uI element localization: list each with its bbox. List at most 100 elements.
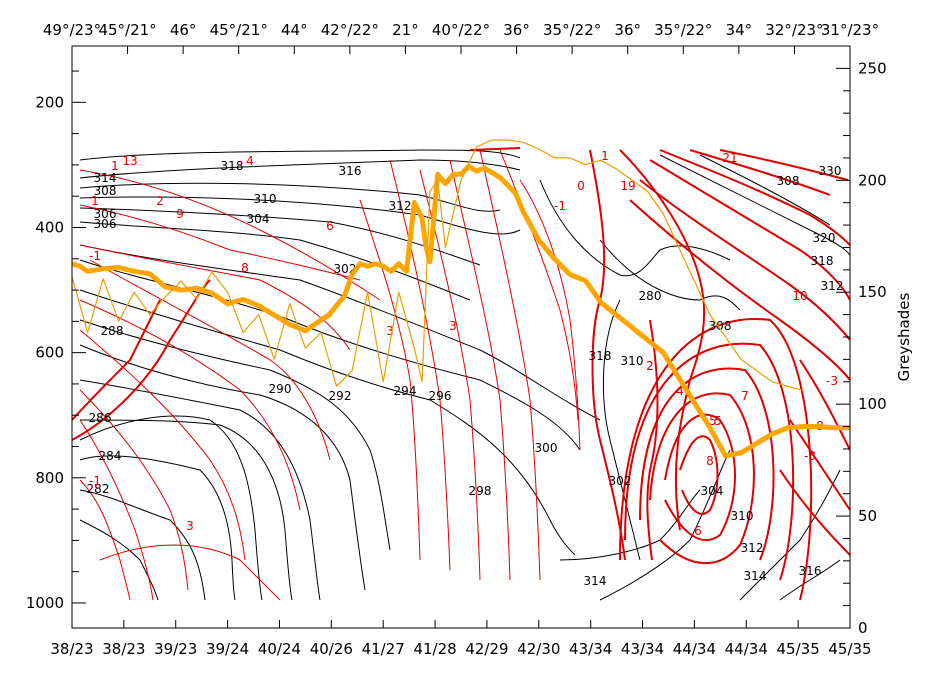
theta-contour-label: 308 [709, 319, 732, 333]
rh-contour-label: 0 [577, 179, 585, 193]
theta-contour-label: 310 [254, 192, 277, 206]
theta-contour-label: 320 [813, 231, 836, 245]
theta-contour-label: 316 [799, 564, 822, 578]
theta-contour-label: 312 [389, 199, 412, 213]
left-axis: 200 400 600 800 1000 [26, 70, 86, 612]
series-layer [72, 139, 850, 459]
bottom-axis-tick-label: 38/23 [50, 640, 93, 658]
right-axis: 0 50 100 150 200 250 [836, 59, 887, 637]
theta-contour-label: 314 [744, 569, 767, 583]
rh-contour-label: 13 [122, 154, 137, 168]
theta-contour-label: 290 [269, 382, 292, 396]
rh-contour-label: 9 [176, 207, 184, 221]
top-axis-tick-label: 46° [170, 21, 197, 39]
theta-contour-label: 310 [731, 509, 754, 523]
top-axis-tick-label: 44° [281, 21, 308, 39]
bottom-axis: 38/23 38/23 39/23 39/24 40/24 40/26 41/27 41/28… [50, 620, 872, 658]
bottom-axis-tick-label: 39/24 [206, 640, 249, 658]
top-axis-tick-label: 34° [726, 21, 753, 39]
rh-contour-label: 1 [111, 159, 119, 173]
theta-contour-label: 294 [394, 384, 417, 398]
top-axis-tick-label: 36° [503, 21, 530, 39]
rh-contour-label: -1 [554, 199, 566, 213]
theta-contour-label: 318 [589, 349, 612, 363]
top-axis-tick-label: 36° [614, 21, 641, 39]
theta-contour-label: 306 [94, 217, 117, 231]
right-axis-title: Greyshades [895, 292, 913, 381]
bottom-axis-tick-label: 41/27 [362, 640, 405, 658]
left-axis-tick-label: 200 [35, 93, 64, 111]
bottom-axis-tick-label: 40/26 [310, 640, 353, 658]
left-axis-tick-label: 400 [35, 218, 64, 236]
right-axis-tick-label: 0 [858, 619, 868, 637]
top-axis-tick-label: 35°/22° [654, 21, 712, 39]
bottom-axis-tick-label: 45/35 [777, 640, 820, 658]
rh-contour-label: 1 [601, 149, 609, 163]
theta-contour-label: 304 [247, 212, 270, 226]
theta-contour-label: 318 [811, 254, 834, 268]
rh-contour-label: 2 [156, 194, 164, 208]
left-axis-tick-label: 800 [35, 469, 64, 487]
right-axis-tick-label: 150 [858, 283, 887, 301]
theta-contour-label: 306 [94, 207, 117, 221]
rh-contour-label: 5 [709, 414, 717, 428]
top-axis-tick-label: 32°/23° [765, 21, 823, 39]
theta-contour-label: 312 [741, 541, 764, 555]
left-axis-tick-label: 1000 [26, 594, 64, 612]
theta-contour-label: 282 [87, 482, 110, 496]
rh-contour-label: -1 [89, 249, 101, 263]
theta-contour-label: 296 [429, 389, 452, 403]
bottom-axis-tick-label: 42/29 [465, 640, 508, 658]
rh-contour-label: 19 [620, 179, 635, 193]
theta-contour-label: 300 [535, 441, 558, 455]
theta-contour-label: 284 [99, 449, 122, 463]
bottom-axis-tick-label: 45/35 [828, 640, 871, 658]
rh-contour-label: 4 [246, 154, 254, 168]
rh-contour-label: 6 [326, 219, 334, 233]
bottom-axis-tick-label: 39/23 [154, 640, 197, 658]
top-axis-tick-label: 45°/21° [98, 21, 156, 39]
rh-contour-label: 5 [714, 414, 722, 428]
rh-contour-label: 8 [241, 261, 249, 275]
trajectory-series-line [72, 163, 850, 459]
rh-contour-label: 4 [676, 384, 684, 398]
rh-contour-label: -3 [826, 374, 838, 388]
rh-contour-label: 6 [694, 524, 702, 538]
bottom-axis-tick-label: 40/24 [258, 640, 301, 658]
theta-contour-label: 314 [584, 574, 607, 588]
rh-contour-lines [79, 149, 581, 601]
theta-contour-label: 288 [101, 324, 124, 338]
top-axis-tick-label: 35°/22° [543, 21, 601, 39]
bottom-axis-tick-label: 43/34 [569, 640, 612, 658]
bottom-axis-tick-label: 42/30 [517, 640, 560, 658]
bottom-axis-tick-label: 44/34 [725, 640, 768, 658]
right-axis-tick-label: 50 [858, 507, 877, 525]
right-axis-tick-label: 200 [858, 171, 887, 189]
theta-contour-label: 280 [639, 289, 662, 303]
greyshade-series-line [72, 139, 804, 392]
left-axis-tick-label: 600 [35, 344, 64, 362]
top-axis-tick-label: 45°/21° [210, 21, 268, 39]
top-axis-tick-label: 31°/23° [821, 21, 879, 39]
theta-contour-label: 304 [701, 484, 724, 498]
top-axis-tick-label: 42°/22° [321, 21, 379, 39]
theta-contour-label: 312 [821, 279, 844, 293]
theta-contour-label: 286 [89, 411, 112, 425]
top-axis-tick-label: 49°/23° [43, 21, 101, 39]
right-axis-tick-label: 250 [858, 59, 887, 77]
top-axis-tick-label: 21° [392, 21, 419, 39]
theta-contour-label: 330 [819, 164, 842, 178]
bottom-axis-tick-label: 43/34 [621, 640, 664, 658]
rh-contour-label: 3 [386, 324, 394, 338]
theta-contour-label: 318 [221, 159, 244, 173]
rh-contour-label: 1 [91, 194, 99, 208]
theta-contour-label: 308 [94, 184, 117, 198]
rh-contour-label: 10 [792, 289, 807, 303]
rh-contour-label: 2 [646, 359, 654, 373]
theta-contour-label: 302 [609, 474, 632, 488]
theta-contour-label: 298 [469, 484, 492, 498]
top-axis-tick-label: 40°/22° [432, 21, 490, 39]
rh-contour-label: 3 [186, 519, 194, 533]
bottom-axis-tick-label: 44/34 [673, 640, 716, 658]
